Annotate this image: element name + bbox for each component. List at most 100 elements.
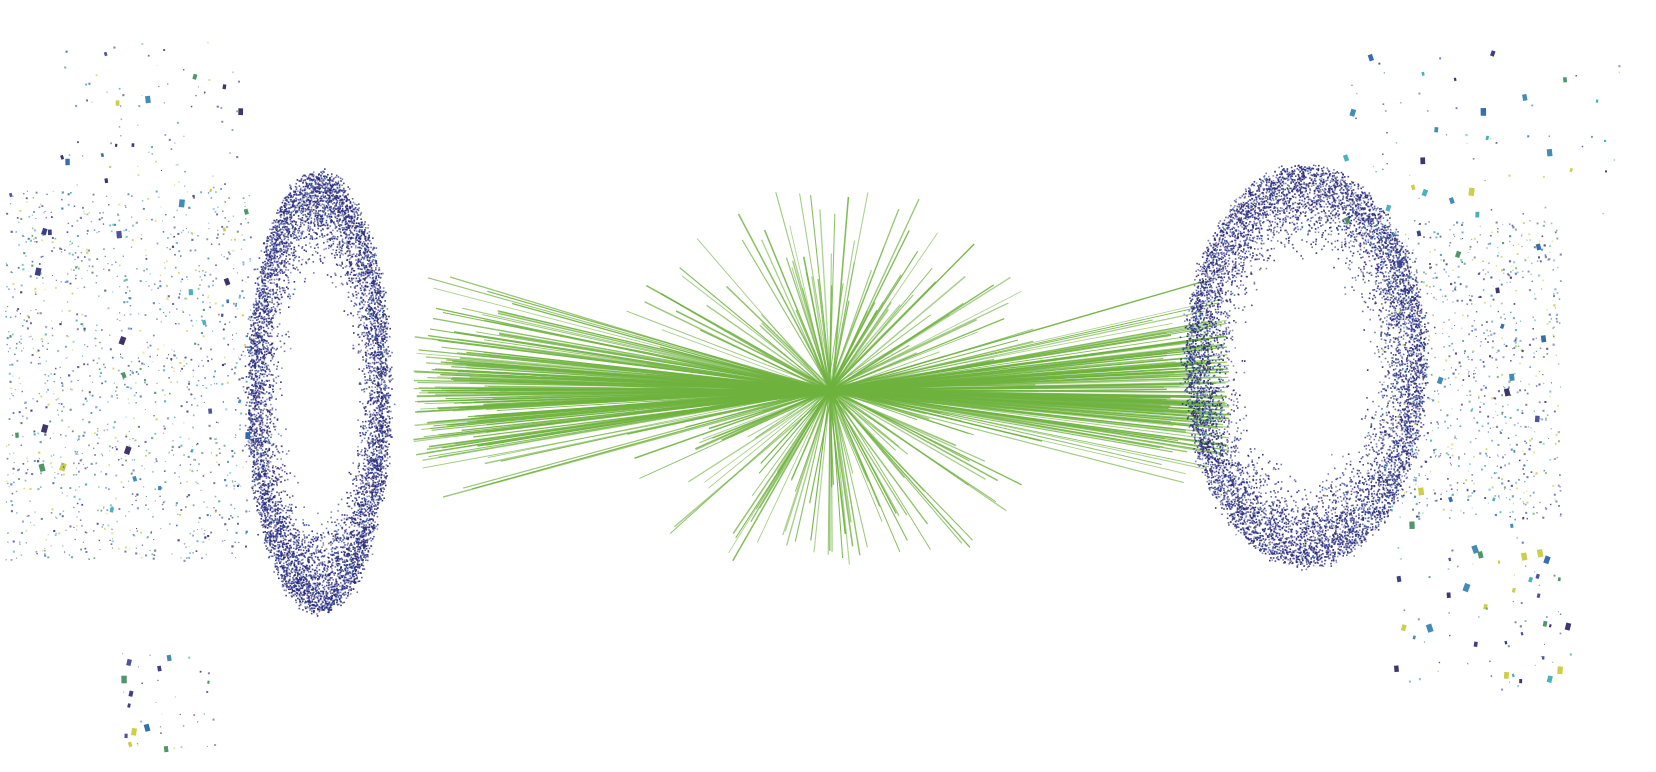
detector-hit xyxy=(367,263,369,265)
detector-hit xyxy=(288,228,290,230)
detector-hit xyxy=(309,243,311,245)
detector-hit xyxy=(284,233,286,235)
detector-hit xyxy=(384,372,386,374)
detector-hit xyxy=(354,227,356,229)
detector-hit xyxy=(361,340,363,342)
detector-hit xyxy=(245,346,247,348)
detector-hit xyxy=(258,284,260,286)
detector-hit xyxy=(261,442,263,444)
detector-hit xyxy=(362,491,364,493)
detector-hit xyxy=(354,550,356,552)
detector-hit xyxy=(364,455,366,457)
detector-hit xyxy=(281,576,283,578)
detector-hit xyxy=(354,217,356,219)
detector-hit xyxy=(300,546,302,548)
detector-hit xyxy=(327,569,329,571)
detector-hit xyxy=(280,526,282,528)
detector-hit xyxy=(295,223,297,225)
detector-hit xyxy=(304,538,306,540)
detector-hit xyxy=(348,497,350,499)
detector-hit xyxy=(319,192,321,194)
detector-hit xyxy=(390,411,392,413)
detector-hit xyxy=(351,222,353,224)
detector-hit xyxy=(347,570,349,572)
detector-hit xyxy=(299,567,301,569)
detector-hit xyxy=(266,548,268,550)
detector-hit xyxy=(303,584,305,586)
detector-hit xyxy=(383,381,385,383)
detector-hit xyxy=(282,228,284,230)
detector-hit xyxy=(273,536,275,538)
detector-hit xyxy=(302,539,304,541)
detector-hit xyxy=(354,213,356,215)
detector-hit xyxy=(298,199,300,201)
detector-hit xyxy=(369,531,371,533)
detector-hit xyxy=(281,206,283,208)
detector-hit xyxy=(356,219,358,221)
detector-hit xyxy=(302,574,304,576)
detector-hit xyxy=(338,541,340,543)
detector-hit xyxy=(370,370,372,372)
detector-hit xyxy=(386,387,388,389)
detector-hit xyxy=(304,606,306,608)
detector-hit xyxy=(384,342,386,344)
detector-hit xyxy=(282,535,284,537)
detector-hit xyxy=(267,310,269,312)
detector-hit xyxy=(307,598,309,600)
detector-hit xyxy=(388,316,390,318)
detector-hit xyxy=(348,582,350,584)
detector-hit xyxy=(362,482,364,484)
detector-hit xyxy=(271,229,273,231)
detector-hit xyxy=(373,314,375,316)
detector-hit xyxy=(332,203,334,205)
detector-hit xyxy=(310,228,312,230)
detector-hit xyxy=(389,418,391,420)
detector-hit xyxy=(300,180,302,182)
detector-hit xyxy=(273,252,275,254)
detector-hit xyxy=(379,342,381,344)
detector-hit xyxy=(359,454,361,456)
detector-hit xyxy=(385,407,387,409)
detector-hit xyxy=(290,570,292,572)
detector-hit xyxy=(326,582,328,584)
detector-hit xyxy=(388,443,390,445)
detector-hit xyxy=(271,302,273,304)
detector-hit xyxy=(293,548,295,550)
detector-hit xyxy=(259,476,261,478)
detector-hit xyxy=(292,255,294,257)
detector-hit xyxy=(260,357,262,359)
detector-hit xyxy=(322,194,324,196)
detector-hit xyxy=(366,286,368,288)
detector-hit xyxy=(343,183,345,185)
detector-hit xyxy=(370,247,372,249)
detector-hit xyxy=(282,202,284,204)
detector-hit xyxy=(294,194,296,196)
detector-hit xyxy=(355,552,357,554)
detector-hit xyxy=(347,533,349,535)
detector-hit xyxy=(386,440,388,442)
detector-hit xyxy=(361,212,363,214)
detector-hit xyxy=(289,550,291,552)
detector-hit xyxy=(324,604,326,606)
detector-hit xyxy=(338,592,340,594)
detector-hit xyxy=(266,294,268,296)
detector-hit xyxy=(372,520,374,522)
detector-hit xyxy=(376,437,378,439)
detector-hit xyxy=(273,547,275,549)
detector-hit xyxy=(365,301,367,303)
detector-hit xyxy=(266,524,268,526)
detector-hit xyxy=(251,393,253,395)
detector-hit xyxy=(336,583,338,585)
detector-hit xyxy=(368,487,370,489)
detector-hit xyxy=(346,492,348,494)
detector-hit xyxy=(381,329,383,331)
detector-hit xyxy=(284,570,286,572)
detector-hit xyxy=(383,468,385,470)
detector-hit xyxy=(299,218,301,220)
detector-hit xyxy=(272,315,274,317)
detector-hit xyxy=(255,435,257,437)
detector-hit xyxy=(253,339,255,341)
detector-hit xyxy=(339,244,341,246)
detector-hit xyxy=(341,227,343,229)
detector-hit xyxy=(288,269,290,271)
